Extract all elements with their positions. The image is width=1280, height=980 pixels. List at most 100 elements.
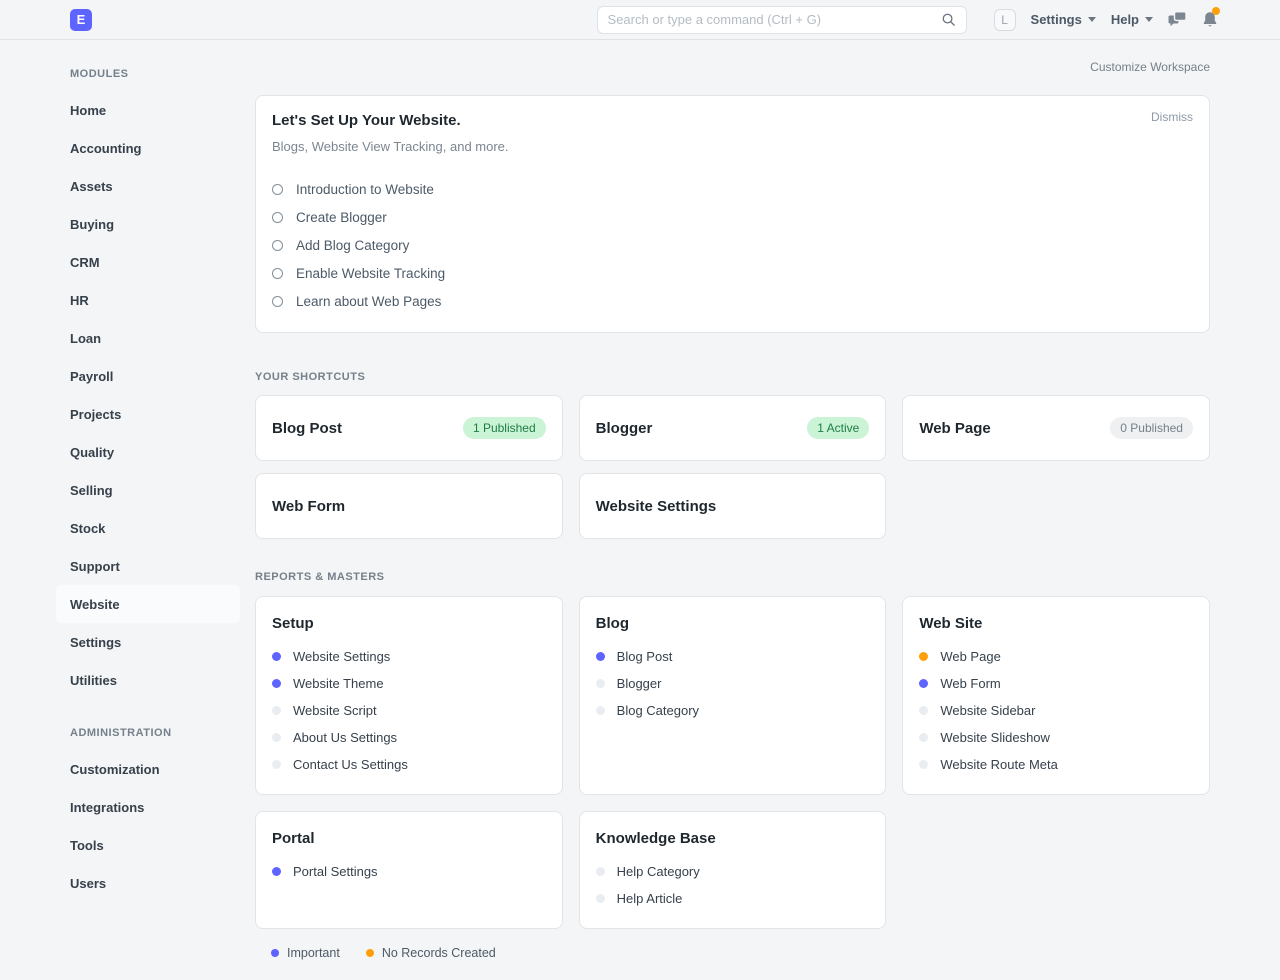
sidebar-item-tools[interactable]: Tools [56,826,240,864]
report-card-portal: Portal Portal Settings [255,811,563,929]
report-link[interactable]: Contact Us Settings [272,751,546,778]
sidebar-item-crm[interactable]: CRM [56,243,240,281]
status-badge: 1 Active [807,417,869,439]
chevron-down-icon [1145,17,1153,22]
status-dot [596,679,605,688]
reports-section-label: REPORTS & MASTERS [255,571,1210,583]
sidebar-item-settings[interactable]: Settings [56,623,240,661]
sidebar-item-stock[interactable]: Stock [56,509,240,547]
onboarding-step[interactable]: Add Blog Category [272,231,1193,259]
sidebar-item-customization[interactable]: Customization [56,750,240,788]
user-avatar[interactable]: L [994,9,1016,31]
sidebar-item-support[interactable]: Support [56,547,240,585]
sidebar-item-website[interactable]: Website [56,585,240,623]
sidebar-item-assets[interactable]: Assets [56,167,240,205]
customize-workspace-link[interactable]: Customize Workspace [1090,60,1210,82]
report-link[interactable]: Help Category [596,858,870,885]
report-link[interactable]: Portal Settings [272,858,546,885]
help-menu[interactable]: Help [1111,12,1153,27]
report-card-knowledge-base: Knowledge Base Help Category Help Articl… [579,811,887,929]
report-link[interactable]: Web Page [919,643,1193,670]
status-dot [272,867,281,876]
report-card-blog: Blog Blog Post Blogger Blog Category [579,596,887,795]
sidebar-item-users[interactable]: Users [56,864,240,902]
report-link[interactable]: Website Settings [272,643,546,670]
shortcut-web-page[interactable]: Web Page 0 Published [902,395,1210,461]
sidebar-item-payroll[interactable]: Payroll [56,357,240,395]
status-badge: 1 Published [463,417,546,439]
sidebar-item-accounting[interactable]: Accounting [56,129,240,167]
sidebar-item-utilities[interactable]: Utilities [56,661,240,699]
sidebar-item-selling[interactable]: Selling [56,471,240,509]
chat-button[interactable] [1168,11,1187,28]
shortcuts-grid: Blog Post 1 Published Blogger 1 Active W… [255,395,1210,539]
legend: Important No Records Created [255,946,1210,960]
shortcut-title: Blog Post [272,420,342,437]
dismiss-button[interactable]: Dismiss [1151,110,1193,124]
status-dot [596,867,605,876]
report-link-label: Help Category [617,864,700,879]
status-dot [919,760,928,769]
notifications-button[interactable] [1202,11,1218,28]
app-logo[interactable]: E [70,9,92,31]
status-dot [919,733,928,742]
report-link[interactable]: Help Article [596,885,870,912]
sidebar-item-quality[interactable]: Quality [56,433,240,471]
shortcut-blogger[interactable]: Blogger 1 Active [579,395,887,461]
report-link[interactable]: Web Form [919,670,1193,697]
settings-menu[interactable]: Settings [1031,12,1096,27]
report-link[interactable]: About Us Settings [272,724,546,751]
status-dot [596,652,605,661]
step-label: Introduction to Website [296,182,434,197]
sidebar-item-home[interactable]: Home [56,91,240,129]
legend-no-records: No Records Created [366,946,496,960]
step-circle-icon [272,212,283,223]
report-card-title: Knowledge Base [596,828,870,850]
status-dot [272,760,281,769]
settings-menu-label: Settings [1031,12,1082,27]
step-circle-icon [272,184,283,195]
status-dot [919,679,928,688]
step-label: Enable Website Tracking [296,266,445,281]
report-link[interactable]: Website Route Meta [919,751,1193,778]
report-link[interactable]: Blog Post [596,643,870,670]
report-link-label: Website Theme [293,676,384,691]
report-link-label: Blog Post [617,649,673,664]
step-circle-icon [272,240,283,251]
sidebar-item-hr[interactable]: HR [56,281,240,319]
sidebar-item-loan[interactable]: Loan [56,319,240,357]
onboarding-step[interactable]: Create Blogger [272,203,1193,231]
global-search[interactable] [597,6,967,34]
help-menu-label: Help [1111,12,1139,27]
navbar: E L Settings Help [0,0,1280,40]
onboarding-subtitle: Blogs, Website View Tracking, and more. [272,138,1193,156]
shortcut-blog-post[interactable]: Blog Post 1 Published [255,395,563,461]
report-link[interactable]: Website Theme [272,670,546,697]
report-link-label: Website Sidebar [940,703,1035,718]
report-link-label: Website Route Meta [940,757,1058,772]
sidebar-section-modules: MODULES [56,68,240,80]
step-label: Learn about Web Pages [296,294,441,309]
report-link-label: Website Settings [293,649,390,664]
search-input[interactable] [608,12,941,27]
report-link[interactable]: Blogger [596,670,870,697]
sidebar-item-buying[interactable]: Buying [56,205,240,243]
shortcut-web-form[interactable]: Web Form [255,473,563,539]
report-link[interactable]: Website Sidebar [919,697,1193,724]
shortcut-website-settings[interactable]: Website Settings [579,473,887,539]
report-link-label: Contact Us Settings [293,757,408,772]
report-card-setup: Setup Website Settings Website Theme Web… [255,596,563,795]
report-link-label: Website Slideshow [940,730,1050,745]
report-link[interactable]: Blog Category [596,697,870,724]
onboarding-step[interactable]: Enable Website Tracking [272,259,1193,287]
report-link[interactable]: Website Slideshow [919,724,1193,751]
report-link-label: Web Page [940,649,1000,664]
onboarding-step[interactable]: Introduction to Website [272,175,1193,203]
report-link-label: Web Form [940,676,1000,691]
sidebar-item-projects[interactable]: Projects [56,395,240,433]
report-link[interactable]: Website Script [272,697,546,724]
step-circle-icon [272,268,283,279]
sidebar-section-administration: ADMINISTRATION [56,727,240,739]
sidebar-item-integrations[interactable]: Integrations [56,788,240,826]
onboarding-step[interactable]: Learn about Web Pages [272,287,1193,315]
